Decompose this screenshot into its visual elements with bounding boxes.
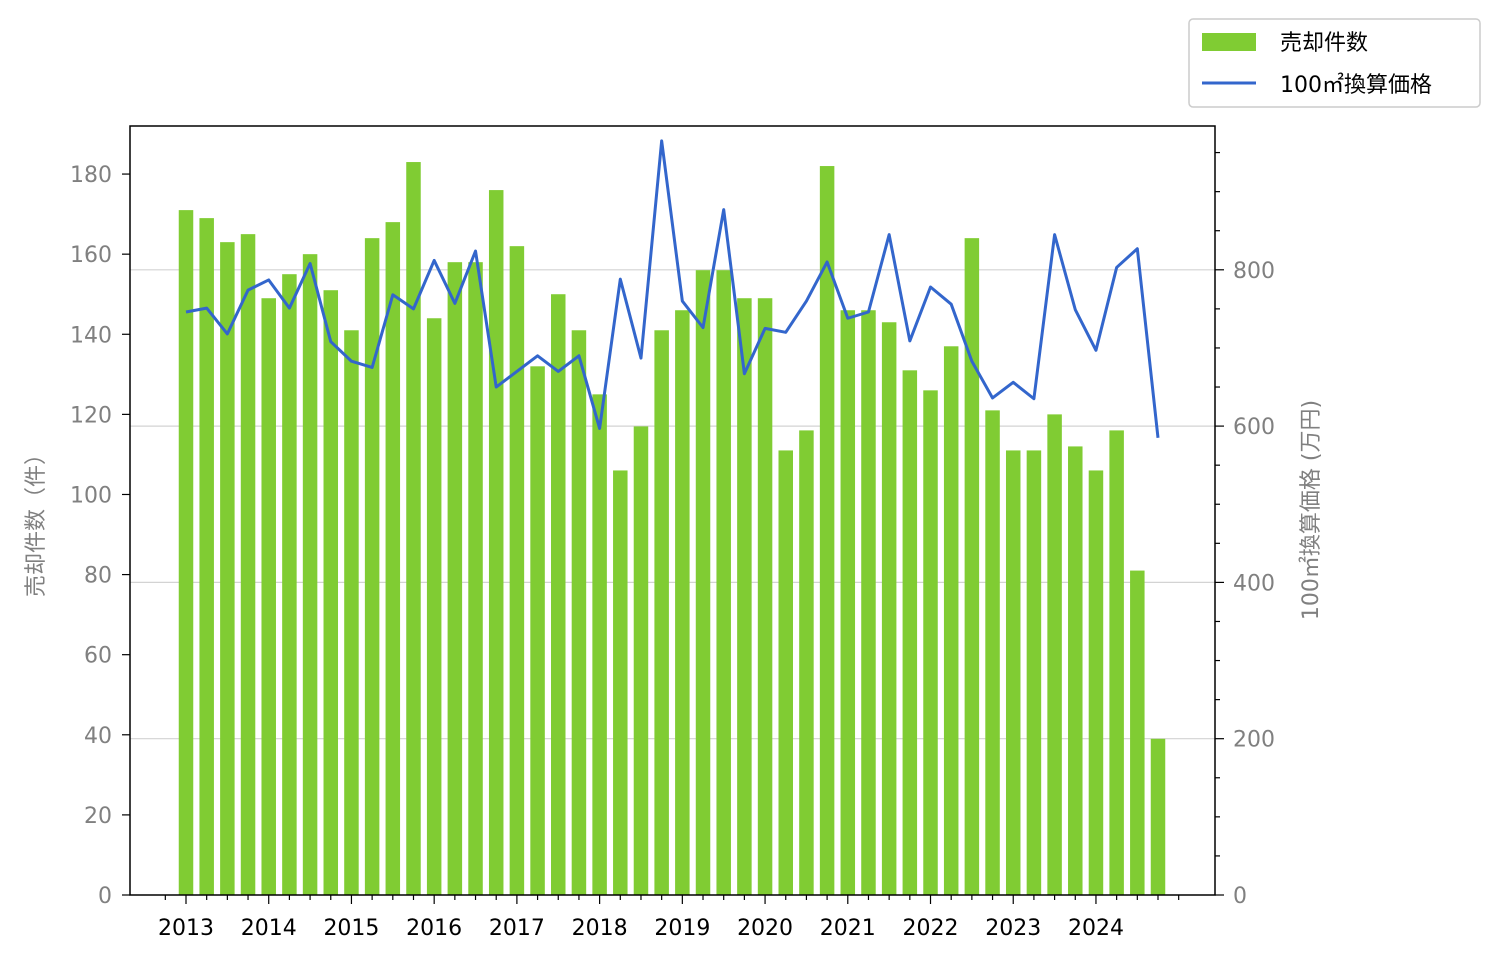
x-tick-label: 2021 [820,916,876,941]
y-left-tick-label: 80 [84,564,112,589]
y-left-tick-label: 120 [70,403,112,428]
plot-frame [129,125,1216,896]
y-right-tick-label: 200 [1233,728,1275,753]
x-tick-label: 2014 [241,916,297,941]
bar [654,330,669,895]
x-tick-label: 2024 [1068,916,1124,941]
bar [385,222,401,895]
bar [344,330,359,895]
bar [1109,430,1124,895]
bar [840,310,856,895]
y-left-tick-label: 160 [70,243,112,268]
y-right-tick-label: 0 [1233,884,1247,909]
bar [302,254,318,895]
bar [902,370,918,895]
price-line [185,139,1160,438]
bar [633,426,649,895]
bar [943,346,959,895]
bar [964,238,980,896]
x-tick-label: 2018 [572,916,628,941]
bar [819,166,835,896]
bar [985,410,1000,895]
bar [675,310,690,895]
x-tick-label: 2022 [903,916,959,941]
bar [1088,470,1104,895]
bar [447,262,463,895]
bar [1026,450,1042,895]
bar-series [178,162,1166,896]
legend: 売却件数 100㎡換算価格 [1188,18,1481,108]
legend-bar-swatch [1202,33,1256,51]
bar [282,274,297,895]
left-axis-title: 売却件数（件） [24,443,49,597]
y-left-tick-label: 40 [84,724,112,749]
y-left-tick-label: 180 [70,163,112,188]
right-axis-title: 100㎡換算価格 (万円) [1298,400,1324,620]
y-left-tick-label: 140 [70,323,112,348]
bar [364,238,380,896]
x-tick-label: 2023 [985,916,1041,941]
bar [778,450,793,895]
bar [861,310,876,895]
y-left-tick-label: 60 [84,644,112,669]
y-left-tick-label: 100 [70,483,112,508]
left-y-axis: 0 20 40 60 80 100 120 140 160 180 [70,163,130,909]
bar [261,298,276,895]
bar [695,270,711,895]
y-left-tick-label: 20 [84,804,112,829]
axes [129,125,1216,896]
bar [468,262,483,895]
bar [1068,446,1083,895]
bar [323,290,339,896]
bar [406,162,421,895]
bar [592,394,607,895]
x-axis: 2013 2014 2015 2016 2017 2018 2019 2020 2021 2022… [158,895,1180,941]
bar [737,298,752,895]
legend-label-count: 売却件数 [1280,31,1368,56]
legend-label-price: 100㎡換算価格 [1280,72,1432,98]
bar [799,430,814,895]
bar [716,270,731,895]
bar [923,390,938,895]
bar [881,322,897,895]
bar [509,246,525,895]
bar [220,242,235,895]
bar [530,366,545,895]
x-tick-label: 2020 [737,916,793,941]
bar [1150,738,1166,895]
y-right-tick-label: 800 [1233,259,1275,284]
legend-box [1188,18,1481,108]
bar [488,190,504,896]
x-tick-label: 2016 [406,916,462,941]
bar [240,234,256,895]
x-tick-label: 2017 [489,916,545,941]
x-tick-label: 2015 [323,916,379,941]
y-right-tick-label: 600 [1233,415,1275,440]
x-tick-label: 2019 [654,916,710,941]
bar [199,218,214,895]
bar [1130,570,1145,895]
bar [613,470,628,895]
bar [178,210,194,895]
bar [426,318,442,895]
line-series [185,139,1160,438]
bar [1047,414,1062,895]
bar [757,298,773,895]
right-y-axis: 0 200 400 600 800 [1215,151,1275,909]
bar [1005,450,1021,895]
y-right-tick-label: 400 [1233,571,1275,596]
bar [571,330,587,895]
x-tick-label: 2013 [158,916,214,941]
bar [551,294,566,895]
y-left-tick-label: 0 [98,884,112,909]
